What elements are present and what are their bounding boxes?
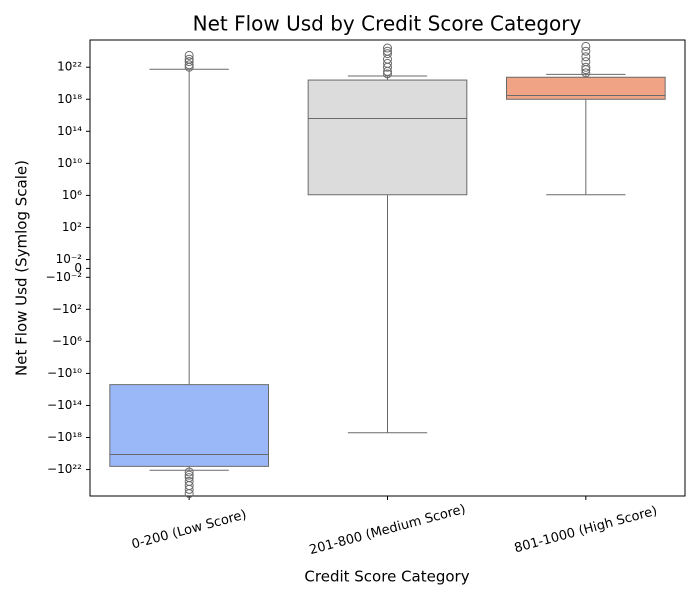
y-tick-label: 10²² [57,60,82,74]
y-tick-label: 10⁻² [56,252,83,266]
y-axis-label: Net Flow Usd (Symlog Scale) [13,160,31,376]
x-tick-label: 0-200 (Low Score) [130,507,248,552]
outlier [581,57,591,67]
outlier [383,46,392,56]
y-tick-label: −10¹⁰ [47,366,82,380]
y-tick-label: 10⁶ [62,188,82,202]
outlier [184,470,194,480]
x-tick-label: 801-1000 (High Score) [513,504,659,557]
y-tick-label: 10¹⁰ [57,156,82,170]
outlier [184,467,194,477]
y-tick-label: −10²² [47,462,82,476]
y-tick-label: −10⁻² [46,270,83,284]
outlier [383,58,392,68]
outlier [581,41,591,51]
outlier [383,69,392,79]
y-tick-label: −10¹⁸ [47,430,82,444]
y-tick-label: 10² [62,220,82,234]
y-tick-label: 0 [74,261,82,275]
y-tick-label: 10¹⁸ [57,92,82,106]
chart-title: Net Flow Usd by Credit Score Category [193,12,582,36]
outlier [184,54,194,64]
outlier [581,68,591,78]
outlier [581,46,591,56]
outlier [581,52,591,62]
x-axis-label: Credit Score Category [304,568,469,586]
outlier [184,50,194,60]
y-tick-label: −10² [52,302,82,316]
outlier [383,49,392,59]
box [109,384,270,467]
box [506,76,666,100]
outlier [184,489,194,499]
y-tick-label: −10⁶ [52,334,82,348]
y-tick-label: −10¹⁴ [47,398,82,412]
outlier [184,57,194,67]
x-tick-label: 201-800 (Medium Score) [308,502,468,558]
outlier [184,484,194,494]
box [307,79,468,196]
outlier [581,62,591,72]
y-tick-label: 10¹⁴ [57,124,82,138]
outlier [184,60,194,70]
outlier [383,43,392,53]
